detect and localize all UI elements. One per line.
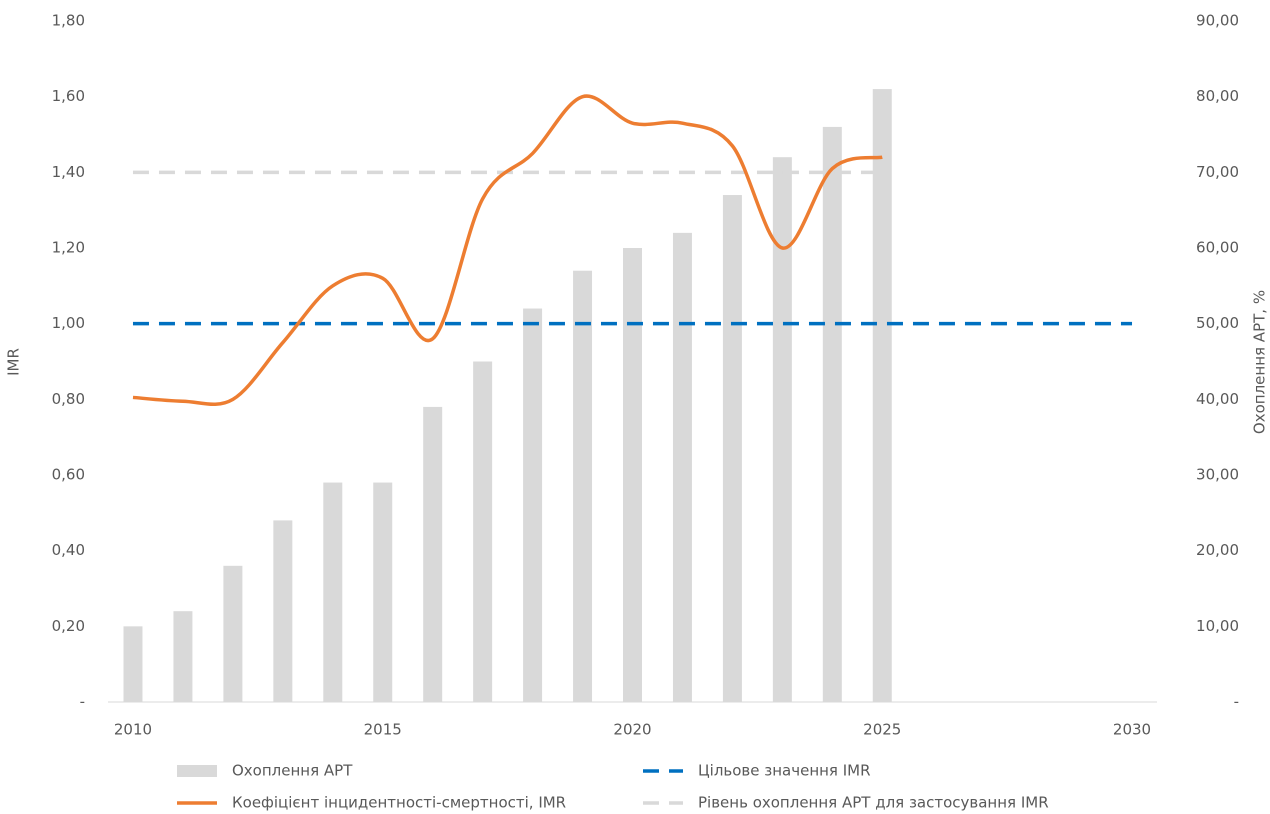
y-tick-label: 1,80 xyxy=(52,12,85,30)
y-tick-label: 0,40 xyxy=(52,541,85,559)
bar xyxy=(173,611,193,702)
y2-axis-label: Охоплення АРТ, % xyxy=(1251,290,1269,434)
y-axis-label: IMR xyxy=(5,348,23,376)
line xyxy=(132,94,883,407)
y2-tick-label: 50,00 xyxy=(1196,314,1239,332)
bar xyxy=(473,361,493,702)
bar xyxy=(722,195,742,703)
x-tick-label: 2015 xyxy=(364,721,402,739)
y2-tick-label: - xyxy=(1234,693,1239,711)
y-tick-label: - xyxy=(80,693,85,711)
bar xyxy=(822,126,842,702)
legend-swatch xyxy=(177,765,217,777)
y-tick-label: 1,40 xyxy=(52,163,85,181)
y2-tick-label: 60,00 xyxy=(1196,239,1239,257)
y-tick-label: 0,60 xyxy=(52,466,85,484)
y-tick-label: 1,20 xyxy=(52,239,85,257)
y2-tick-label: 80,00 xyxy=(1196,87,1239,105)
bar xyxy=(623,248,642,702)
legend-label: Цільове значення IMR xyxy=(698,762,871,780)
x-tick-label: 2030 xyxy=(1113,721,1151,739)
x-tick-label: 2010 xyxy=(114,721,152,739)
bar xyxy=(373,482,393,702)
y2-tick-label: 40,00 xyxy=(1196,390,1239,408)
y-tick-label: 1,00 xyxy=(52,314,85,332)
bar xyxy=(223,565,243,702)
bar xyxy=(423,406,443,702)
x-tick-label: 2025 xyxy=(863,721,901,739)
bar xyxy=(123,626,143,702)
y-tick-label: 0,20 xyxy=(52,617,85,635)
y-tick-label: 0,80 xyxy=(52,390,85,408)
bar xyxy=(273,520,293,702)
y2-tick-label: 70,00 xyxy=(1196,163,1239,181)
bar xyxy=(672,232,692,702)
y2-tick-label: 90,00 xyxy=(1196,12,1239,30)
x-tick-label: 2020 xyxy=(613,721,651,739)
y2-tick-label: 20,00 xyxy=(1196,541,1239,559)
y2-tick-label: 10,00 xyxy=(1196,617,1239,635)
bar xyxy=(323,482,343,702)
legend-label: Рівень охоплення АРТ для застосування IM… xyxy=(698,794,1049,812)
bar xyxy=(772,157,792,702)
y2-tick-label: 30,00 xyxy=(1196,466,1239,484)
legend-label: Коефіцієнт інцидентності-смертності, IMR xyxy=(232,794,566,812)
y-tick-label: 1,60 xyxy=(52,87,85,105)
bar xyxy=(523,308,543,702)
bar xyxy=(872,89,892,703)
bar xyxy=(573,270,593,702)
legend-label: Охоплення АРТ xyxy=(232,762,353,780)
